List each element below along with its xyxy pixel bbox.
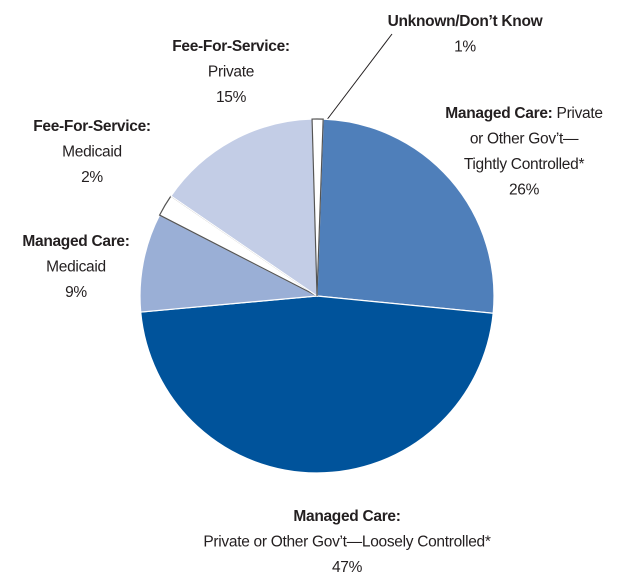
slice-label-text: Private or Other Gov’t—Loosely Controlle… bbox=[203, 534, 490, 551]
slice-value-label: 15% bbox=[216, 89, 247, 106]
slice-label-text: Private bbox=[208, 64, 254, 81]
slice-label-bold: Unknown/Don’t Know bbox=[388, 13, 544, 30]
slice-label-bold: Fee-For-Service: bbox=[172, 38, 290, 55]
pie-slice bbox=[170, 118, 318, 298]
slice-label-heading: Managed Care: bbox=[22, 233, 129, 250]
pie-slice bbox=[311, 118, 324, 297]
slice-label-text: Tightly Controlled* bbox=[464, 156, 585, 173]
slice-label-bold: Managed Care: bbox=[22, 233, 129, 250]
pie-slice bbox=[139, 214, 320, 313]
slice-label-heading: Fee-For-Service: bbox=[172, 38, 290, 55]
slice-label-heading: Managed Care: Private bbox=[445, 105, 602, 122]
slice-value-label: 1% bbox=[454, 39, 476, 56]
slice-label-heading: Unknown/Don’t Know bbox=[388, 13, 544, 30]
slice-label-text: Medicaid bbox=[62, 144, 122, 161]
slice-label-text: or Other Gov’t— bbox=[470, 131, 579, 148]
slice-label-heading: Managed Care: bbox=[293, 508, 400, 525]
slice-label-bold: Managed Care: bbox=[445, 105, 552, 122]
slice-value-label: 26% bbox=[509, 182, 540, 199]
pie-slice bbox=[140, 295, 494, 474]
slice-label-text: Private bbox=[557, 105, 603, 122]
slice-value-label: 9% bbox=[65, 284, 87, 301]
slice-label-text: Medicaid bbox=[46, 259, 106, 276]
slice-label-bold: Fee-For-Service: bbox=[33, 118, 151, 135]
slice-label-bold: Managed Care: bbox=[293, 508, 400, 525]
slice-value-label: 2% bbox=[81, 169, 103, 186]
slice-value-label: 47% bbox=[332, 559, 363, 573]
leader-line bbox=[325, 33, 393, 122]
slice-label-heading: Fee-For-Service: bbox=[33, 118, 151, 135]
pie-slice bbox=[316, 118, 495, 314]
